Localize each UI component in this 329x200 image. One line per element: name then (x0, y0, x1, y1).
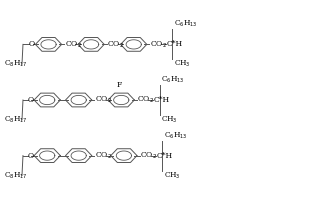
Text: C*H: C*H (166, 40, 182, 48)
Text: O: O (29, 40, 35, 48)
Text: F: F (116, 81, 122, 89)
Text: CO$_2$: CO$_2$ (107, 39, 124, 50)
Text: CO$_2$: CO$_2$ (140, 150, 157, 161)
Text: O: O (28, 152, 34, 160)
Text: CO$_2$: CO$_2$ (137, 95, 154, 105)
Text: C$_8$H$_{17}$: C$_8$H$_{17}$ (4, 170, 27, 181)
Text: CH$_3$: CH$_3$ (161, 115, 178, 125)
Text: C$_8$H$_{17}$: C$_8$H$_{17}$ (4, 59, 27, 69)
Text: C$_6$H$_{13}$: C$_6$H$_{13}$ (164, 131, 187, 141)
Text: C$_6$H$_{13}$: C$_6$H$_{13}$ (174, 19, 197, 29)
Text: CO$_2$: CO$_2$ (150, 39, 167, 50)
Text: CO$_2$: CO$_2$ (95, 150, 112, 161)
Text: C*H: C*H (156, 152, 172, 160)
Text: CO$_2$: CO$_2$ (95, 95, 112, 105)
Text: O: O (28, 96, 34, 104)
Text: CH$_3$: CH$_3$ (164, 171, 181, 181)
Text: C$_8$H$_{17}$: C$_8$H$_{17}$ (4, 115, 27, 125)
Text: C*H: C*H (154, 96, 170, 104)
Text: CH$_3$: CH$_3$ (174, 59, 190, 69)
Text: C$_6$H$_{13}$: C$_6$H$_{13}$ (161, 75, 185, 85)
Text: CO$_2$: CO$_2$ (64, 39, 82, 50)
